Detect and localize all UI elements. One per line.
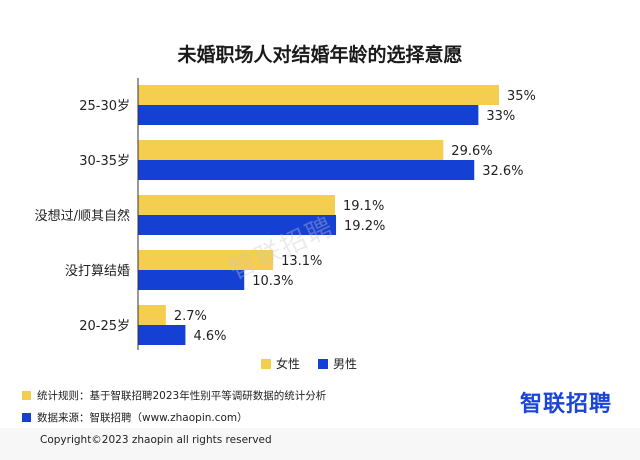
note-swatch-blue bbox=[22, 412, 31, 422]
copyright-text: Copyright©2023 zhaopin all rights reserv… bbox=[40, 434, 272, 446]
category-label: 25-30岁 bbox=[79, 99, 130, 114]
category-label: 20-25岁 bbox=[79, 319, 130, 334]
bar-male bbox=[138, 160, 475, 180]
value-label-male: 4.6% bbox=[193, 329, 226, 344]
value-label-female: 29.6% bbox=[451, 144, 492, 159]
bar-male bbox=[138, 270, 245, 290]
bar-male bbox=[138, 325, 186, 345]
bar-male bbox=[138, 105, 479, 125]
bar-female bbox=[138, 195, 336, 215]
value-label-female: 2.7% bbox=[174, 309, 207, 324]
value-label-male: 19.2% bbox=[344, 219, 385, 234]
bar-female bbox=[138, 85, 499, 105]
legend-item-female: 女性 bbox=[261, 355, 300, 372]
legend-item-male: 男性 bbox=[318, 355, 357, 372]
category-label: 没打算结婚 bbox=[65, 264, 130, 279]
note-source: 数据来源：智联招聘（www.zhaopin.com） bbox=[22, 406, 326, 428]
value-label-male: 32.6% bbox=[482, 164, 523, 179]
bar-female bbox=[138, 140, 444, 160]
copyright-footer: Copyright©2023 zhaopin all rights reserv… bbox=[0, 428, 640, 460]
bar-male bbox=[138, 215, 337, 235]
bar-chart: 25-30岁 35% 33% 30-35岁 29.6% 32.6% 没想过/顺其自然 19.1… bbox=[35, 78, 536, 350]
category-label: 30-35岁 bbox=[79, 154, 130, 169]
category-label: 没想过/顺其自然 bbox=[35, 208, 130, 224]
note-rule-text: 统计规则：基于智联招聘2023年性别平等调研数据的统计分析 bbox=[37, 389, 327, 402]
notes: 统计规则：基于智联招聘2023年性别平等调研数据的统计分析 数据来源：智联招聘（… bbox=[22, 384, 326, 428]
bar-female bbox=[138, 305, 166, 325]
value-label-female: 19.1% bbox=[343, 199, 384, 214]
chart-title: 未婚职场人对结婚年龄的选择意愿 bbox=[177, 44, 463, 66]
value-label-female: 35% bbox=[507, 89, 536, 104]
bar-female bbox=[138, 250, 274, 270]
brand-logo: 智联招聘 bbox=[519, 392, 612, 417]
value-label-female: 13.1% bbox=[281, 254, 322, 269]
legend-swatch-male bbox=[318, 358, 329, 369]
note-swatch-yellow bbox=[22, 390, 31, 400]
legend: 女性 男性 bbox=[261, 355, 375, 372]
legend-label-male: 男性 bbox=[333, 357, 358, 371]
value-label-male: 33% bbox=[486, 109, 515, 124]
legend-label-female: 女性 bbox=[276, 357, 301, 371]
value-label-male: 10.3% bbox=[252, 274, 293, 289]
note-rule: 统计规则：基于智联招聘2023年性别平等调研数据的统计分析 bbox=[22, 384, 326, 406]
legend-swatch-female bbox=[261, 358, 271, 369]
note-source-text: 数据来源：智联招聘（www.zhaopin.com） bbox=[37, 411, 248, 424]
